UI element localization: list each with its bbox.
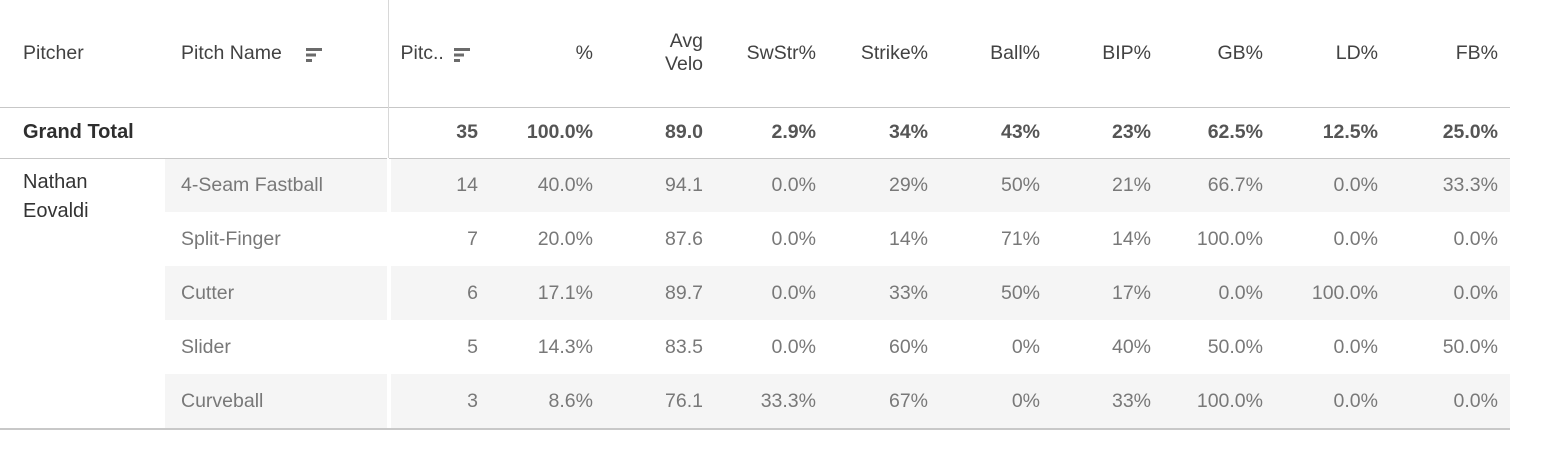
pitch-name-cell[interactable]: Curveball <box>165 374 389 428</box>
avg-velo-value: 76.1 <box>605 374 715 428</box>
swstr-value: 0.0% <box>715 266 828 320</box>
pct-value: 8.6% <box>490 374 605 428</box>
sort-descending-icon[interactable] <box>305 48 323 63</box>
table-row: Slider 5 14.3% 83.5 0.0% 60% 0% 40% 50.0… <box>0 320 1510 374</box>
grand-total-gb: 62.5% <box>1163 106 1275 159</box>
strike-value: 29% <box>828 158 940 212</box>
fb-value: 0.0% <box>1390 266 1510 320</box>
avg-velo-value: 89.7 <box>605 266 715 320</box>
gb-value: 100.0% <box>1196 227 1263 250</box>
gb-value: 66.7% <box>1163 158 1275 212</box>
gb-value: 0.0% <box>1163 266 1275 320</box>
pct-value: 17.1% <box>490 266 605 320</box>
strike-value: 67% <box>828 374 940 428</box>
pitches-value: 6 <box>387 266 490 320</box>
sort-descending-icon[interactable] <box>453 48 471 63</box>
strike-value: 33% <box>828 266 940 320</box>
fb-value: 50.0% <box>1442 335 1498 358</box>
column-header-pct[interactable]: % <box>575 41 593 64</box>
header-row: Pitcher Pitch Name Pitc.. <box>0 0 1510 107</box>
pitches-value: 14 <box>387 158 490 212</box>
pitch-name-cell[interactable]: Cutter <box>165 266 389 320</box>
column-header-pitch-name[interactable]: Pitch Name <box>165 0 388 107</box>
pct-value: 40.0% <box>490 158 605 212</box>
ball-value: 50% <box>940 266 1052 320</box>
grand-total-row: Grand Total 35 100.0% 89.0 2.9% 34% 43% … <box>0 106 1510 159</box>
avg-velo-value: 94.1 <box>605 158 715 212</box>
ball-value: 0% <box>1011 335 1040 358</box>
table-row: Nathan Eovaldi 4-Seam Fastball 14 40.0% … <box>0 158 1510 428</box>
ld-value: 100.0% <box>1275 266 1390 320</box>
ld-value: 0.0% <box>1275 158 1390 212</box>
grand-total-bip: 23% <box>1052 106 1163 159</box>
pitch-stats-table: Pitcher Pitch Name Pitc.. <box>0 0 1510 430</box>
grand-total-strike: 34% <box>828 106 940 159</box>
bip-value: 17% <box>1052 266 1163 320</box>
fb-value: 0.0% <box>1453 227 1498 250</box>
column-header-ball[interactable]: Ball% <box>990 41 1040 64</box>
ld-value: 0.0% <box>1333 335 1378 358</box>
pct-value: 20.0% <box>537 227 593 250</box>
grand-total-label: Grand Total <box>0 106 388 159</box>
strike-value: 60% <box>888 335 928 358</box>
fb-value: 0.0% <box>1390 374 1510 428</box>
column-header-bip[interactable]: BIP% <box>1102 41 1151 64</box>
fb-value: 33.3% <box>1390 158 1510 212</box>
column-header-label: Pitcher <box>23 41 84 64</box>
grand-total-avg-velo: 89.0 <box>605 106 715 159</box>
grand-total-swstr: 2.9% <box>715 106 828 159</box>
column-header-label: Pitc.. <box>400 41 444 64</box>
grand-total-fb: 25.0% <box>1390 106 1510 159</box>
column-header-ld[interactable]: LD% <box>1335 41 1378 64</box>
ball-value: 0% <box>940 374 1052 428</box>
swstr-value: 0.0% <box>771 227 816 250</box>
column-header-pitcher[interactable]: Pitcher <box>0 0 165 107</box>
avg-velo-value: 83.5 <box>665 335 703 358</box>
table-row: Curveball 3 8.6% 76.1 33.3% 67% 0% 33% 1… <box>0 374 1510 428</box>
bip-value: 14% <box>1111 227 1151 250</box>
pitch-name-cell[interactable]: Split-Finger <box>165 212 389 266</box>
grand-total-pct: 100.0% <box>490 106 605 159</box>
bip-value: 40% <box>1111 335 1151 358</box>
pct-value: 14.3% <box>537 335 593 358</box>
pitcher-name-cell[interactable]: Nathan Eovaldi <box>0 158 165 428</box>
column-header-gb[interactable]: GB% <box>1217 41 1263 64</box>
ld-value: 0.0% <box>1275 374 1390 428</box>
swstr-value: 33.3% <box>715 374 828 428</box>
avg-velo-value: 87.6 <box>665 227 703 250</box>
gb-value: 50.0% <box>1207 335 1263 358</box>
ball-value: 71% <box>1000 227 1040 250</box>
pitches-value: 3 <box>387 374 490 428</box>
swstr-value: 0.0% <box>771 335 816 358</box>
column-header-strike[interactable]: Strike% <box>860 41 928 64</box>
column-header-avg-velo[interactable]: Avg Velo <box>665 30 703 76</box>
grand-total-pitches: 35 <box>387 106 490 159</box>
bip-value: 21% <box>1052 158 1163 212</box>
column-header-fb[interactable]: FB% <box>1455 41 1498 64</box>
column-header-label: Pitch Name <box>181 41 282 64</box>
swstr-value: 0.0% <box>715 158 828 212</box>
strike-value: 14% <box>888 227 928 250</box>
gb-value: 100.0% <box>1163 374 1275 428</box>
ld-value: 0.0% <box>1333 227 1378 250</box>
bip-value: 33% <box>1052 374 1163 428</box>
pitches-value: 7 <box>387 212 490 266</box>
pitcher-name: Nathan Eovaldi <box>23 170 89 222</box>
grand-total-ld: 12.5% <box>1275 106 1390 159</box>
pitch-name-cell[interactable]: Slider <box>165 320 389 374</box>
table-row: Split-Finger 7 20.0% 87.6 0.0% 14% 71% 1… <box>0 212 1510 266</box>
pitches-value: 5 <box>387 320 490 374</box>
column-header-pitches[interactable]: Pitc.. <box>387 0 490 107</box>
grand-total-ball: 43% <box>940 106 1052 159</box>
table-row: Cutter 6 17.1% 89.7 0.0% 33% 50% 17% 0.0… <box>0 266 1510 320</box>
ball-value: 50% <box>940 158 1052 212</box>
column-header-swstr[interactable]: SwStr% <box>746 41 816 64</box>
pitch-name-cell[interactable]: 4-Seam Fastball <box>165 158 389 212</box>
